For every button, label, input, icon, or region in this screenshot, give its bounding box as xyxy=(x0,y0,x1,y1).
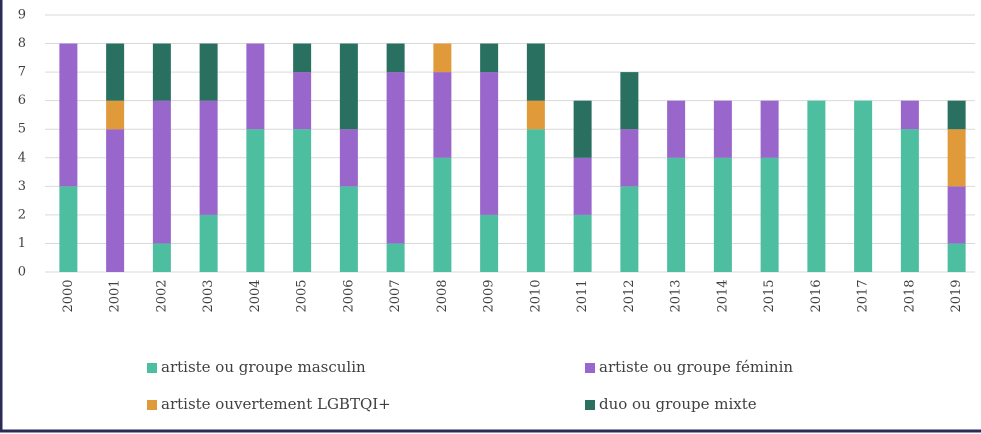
bar-segment xyxy=(854,100,873,273)
x-tick-label: 2006 xyxy=(341,279,356,312)
y-tick-label: 1 xyxy=(18,236,26,251)
x-tick-label: 2005 xyxy=(295,279,310,312)
bar-segment xyxy=(760,157,779,272)
bar-segment xyxy=(480,214,499,272)
bar-segment xyxy=(480,72,499,215)
y-tick-label: 5 xyxy=(18,122,26,137)
bar-segment xyxy=(900,129,919,272)
x-tick-label: 2012 xyxy=(622,279,637,312)
bar-segment xyxy=(59,186,78,272)
x-tick-label: 2011 xyxy=(575,279,590,312)
x-tick-label: 2004 xyxy=(248,279,263,312)
bar-segment xyxy=(807,100,826,273)
x-tick-label: 2009 xyxy=(482,279,497,312)
legend-swatch xyxy=(147,400,157,410)
bar-segment xyxy=(620,72,639,130)
bar-segment xyxy=(620,186,639,272)
bar-segment xyxy=(386,72,405,244)
y-tick-label: 7 xyxy=(18,65,26,80)
bar-segment xyxy=(713,100,732,158)
bar-segment xyxy=(199,100,218,215)
bar-segment xyxy=(106,43,125,101)
x-tick-label: 2010 xyxy=(528,279,543,312)
legend-swatch xyxy=(147,363,157,373)
y-tick-label: 3 xyxy=(18,179,26,194)
legend-label: artiste ou groupe féminin xyxy=(599,358,793,376)
bar-segment xyxy=(573,100,592,158)
x-tick-label: 2001 xyxy=(108,279,123,312)
y-tick-label: 6 xyxy=(18,93,26,108)
bar-segment xyxy=(947,129,966,187)
y-tick-label: 0 xyxy=(18,265,26,280)
bar-segment xyxy=(900,100,919,130)
bar-segment xyxy=(433,72,452,158)
bar-segment xyxy=(152,243,171,272)
bar-segment xyxy=(199,214,218,272)
legend-swatch xyxy=(585,400,595,410)
bar-segment xyxy=(947,186,966,244)
bar-segment xyxy=(713,157,732,272)
bar-segment xyxy=(573,157,592,215)
bar-segment xyxy=(59,43,78,187)
x-tick-label: 2014 xyxy=(715,279,730,312)
bar-segment xyxy=(620,129,639,187)
x-tick-label: 2007 xyxy=(388,279,403,312)
bar-segment xyxy=(246,129,265,272)
bar-segment xyxy=(433,157,452,272)
bar-segment xyxy=(573,214,592,272)
legend-swatch xyxy=(585,363,595,373)
x-tick-label: 2003 xyxy=(201,279,216,312)
x-tick-label: 2017 xyxy=(856,279,871,312)
bar-segment xyxy=(947,100,966,130)
bar-segment xyxy=(339,129,358,187)
x-tick-label: 2016 xyxy=(809,279,824,312)
x-tick-label: 2015 xyxy=(762,279,777,312)
bar-segment xyxy=(293,72,312,130)
bar-segment xyxy=(339,186,358,272)
bar-segment xyxy=(246,43,265,130)
bar-segment xyxy=(526,129,545,272)
y-tick-label: 9 xyxy=(18,8,26,23)
legend-label: duo ou groupe mixte xyxy=(599,395,757,413)
x-tick-label: 2019 xyxy=(949,279,964,312)
bar-segment xyxy=(106,129,125,272)
x-tick-label: 2002 xyxy=(154,279,169,312)
bar-segment xyxy=(152,43,171,101)
bar-segment xyxy=(293,43,312,73)
y-tick-label: 8 xyxy=(18,36,26,51)
bar-segment xyxy=(106,100,125,130)
bar-segment xyxy=(386,243,405,272)
x-tick-label: 2013 xyxy=(669,279,684,312)
y-tick-label: 4 xyxy=(18,150,26,165)
bar-segment xyxy=(152,100,171,244)
x-tick-label: 2000 xyxy=(61,279,76,312)
bar-segment xyxy=(339,43,358,130)
bar-segment xyxy=(199,43,218,101)
x-tick-label: 2008 xyxy=(435,279,450,312)
bar-segment xyxy=(947,243,966,272)
bar-segment xyxy=(433,43,452,73)
bar-segment xyxy=(760,100,779,158)
x-tick-label: 2018 xyxy=(902,279,917,312)
legend-label: artiste ouvertement LGBTQI+ xyxy=(161,395,391,413)
bar-segment xyxy=(293,129,312,272)
bar-segment xyxy=(386,43,405,73)
y-tick-label: 2 xyxy=(18,207,26,222)
bar-segment xyxy=(480,43,499,73)
bar-segment xyxy=(526,43,545,101)
bar-segment xyxy=(667,100,686,158)
bar-segment xyxy=(526,100,545,130)
legend-label: artiste ou groupe masculin xyxy=(161,358,366,376)
bar-segment xyxy=(667,157,686,272)
